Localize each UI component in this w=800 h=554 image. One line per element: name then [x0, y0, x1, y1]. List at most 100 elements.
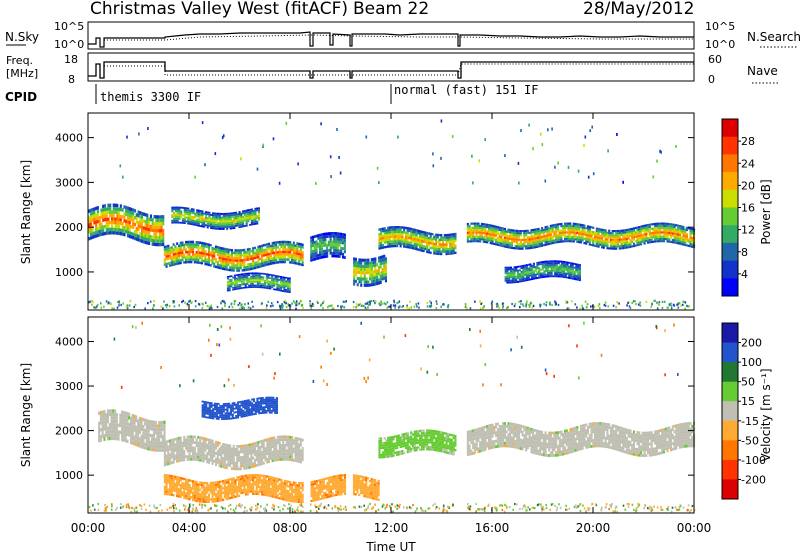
- velocity-cell: [112, 409, 115, 413]
- power-cell: [618, 245, 621, 248]
- power-cell: [486, 223, 489, 226]
- power-cell: [338, 232, 341, 236]
- velocity-cell: [236, 467, 239, 471]
- power-speckle: [147, 302, 149, 305]
- power-cell: [543, 270, 546, 273]
- power-cell: [399, 233, 402, 236]
- power-cell: [604, 244, 607, 247]
- power-cell: [299, 250, 302, 254]
- power-colorbar-segment: [722, 260, 738, 279]
- power-speckle: [233, 303, 236, 306]
- velocity-cell: [188, 452, 191, 456]
- power-cell: [390, 228, 393, 231]
- power-cell: [116, 231, 119, 235]
- power-cell: [253, 254, 256, 257]
- power-cell: [581, 224, 584, 227]
- velocity-cell: [135, 436, 138, 440]
- velocity-cell: [149, 447, 152, 451]
- power-cell: [671, 230, 674, 233]
- power-cell: [606, 240, 609, 243]
- power-cell: [287, 277, 290, 279]
- velocity-cell: [101, 431, 104, 435]
- velocity-cell: [112, 426, 115, 430]
- power-cell: [216, 263, 219, 267]
- power-cell: [515, 266, 518, 268]
- power-cell: [192, 258, 195, 261]
- power-cell: [213, 262, 216, 266]
- power-cell: [491, 229, 494, 232]
- power-cell: [207, 261, 210, 264]
- power-cell: [283, 281, 286, 284]
- power-cell: [207, 253, 210, 256]
- power-speckle: [152, 307, 154, 310]
- power-cell: [183, 207, 186, 209]
- velocity-cell: [117, 433, 120, 438]
- power-cell: [177, 262, 180, 265]
- power-cell: [541, 240, 544, 243]
- power-cell: [370, 280, 373, 284]
- power-cell: [257, 209, 260, 212]
- power-cell: [385, 241, 388, 244]
- power-cell: [516, 234, 519, 237]
- power-cell: [399, 245, 402, 248]
- power-cell: [546, 230, 549, 233]
- power-cell: [158, 232, 161, 236]
- power-cell: [532, 239, 535, 243]
- power-cell: [668, 240, 671, 243]
- power-cell: [230, 249, 233, 252]
- velocity-cell: [255, 441, 258, 445]
- power-cell: [89, 219, 92, 223]
- power-cell: [650, 236, 653, 239]
- power-cell: [262, 279, 265, 282]
- power-cell: [160, 215, 163, 219]
- power-cell: [389, 226, 392, 229]
- power-cell: [555, 230, 558, 233]
- power-speckle: [126, 307, 129, 310]
- velocity-cell: [232, 458, 235, 462]
- power-cell: [415, 245, 418, 248]
- power-cell: [472, 237, 475, 241]
- power-cell: [434, 233, 437, 236]
- power-cell: [229, 212, 232, 215]
- power-cell: [195, 256, 198, 259]
- power-cell: [440, 252, 443, 256]
- power-speckle: [357, 304, 359, 307]
- power-speckle: [483, 305, 485, 308]
- power-speckle: [287, 303, 290, 306]
- power-cell: [250, 265, 253, 268]
- power-speckle: [417, 302, 420, 305]
- power-cell: [294, 244, 297, 247]
- velocity-cell: [188, 441, 191, 444]
- power-cell: [257, 207, 260, 210]
- power-speckle: [270, 305, 272, 308]
- velocity-cell: [186, 446, 189, 450]
- power-cell: [655, 229, 658, 232]
- power-cell: [436, 236, 439, 239]
- power-cell: [272, 274, 275, 277]
- velocity-cell: [200, 436, 203, 440]
- velocity-cell: [98, 432, 101, 436]
- power-cell: [556, 234, 559, 237]
- power-cell: [654, 236, 657, 239]
- velocity-cell: [160, 441, 163, 445]
- power-cell: [524, 274, 527, 276]
- power-cell: [585, 240, 588, 243]
- power-cell: [484, 234, 487, 237]
- power-cell: [240, 218, 243, 221]
- power-cell: [204, 242, 207, 246]
- power-speckle: [529, 304, 531, 308]
- power-cell: [260, 286, 263, 289]
- power-cell: [592, 244, 595, 247]
- power-cell: [148, 221, 151, 225]
- power-cell: [197, 219, 200, 221]
- power-cell: [551, 228, 554, 231]
- power-cell: [557, 269, 560, 272]
- power-speckle: [511, 302, 513, 306]
- power-cell: [210, 217, 213, 220]
- power-cell: [539, 242, 542, 245]
- power-cell: [319, 247, 322, 251]
- velocity-cell: [163, 457, 166, 461]
- power-cell: [480, 231, 483, 234]
- power-cell: [158, 239, 161, 243]
- power-cell: [555, 232, 558, 235]
